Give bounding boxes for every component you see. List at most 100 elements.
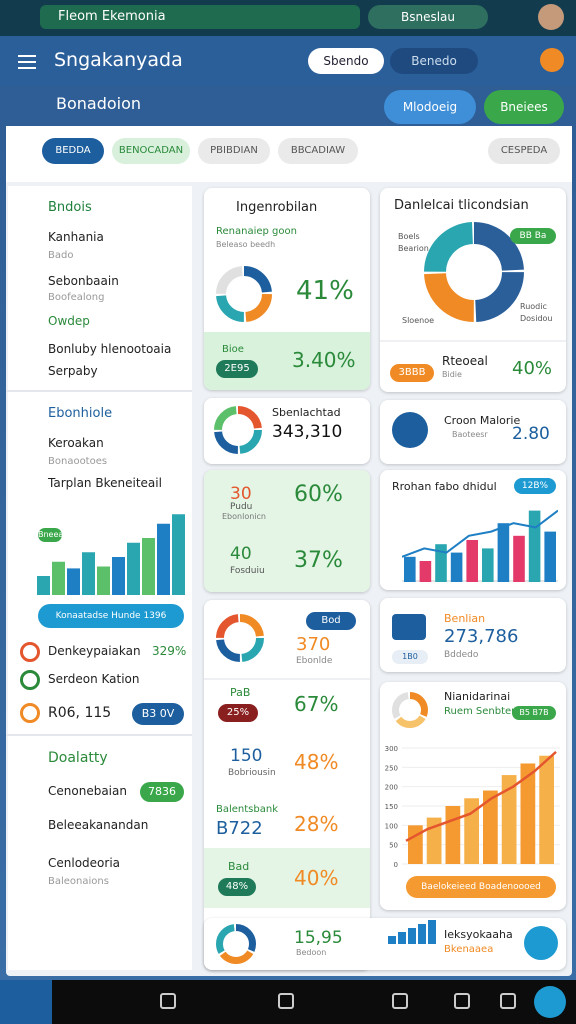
bar-chart xyxy=(37,514,185,595)
tab-bg[interactable] xyxy=(484,90,564,124)
tab[interactable]: Mlodoeig xyxy=(402,100,458,114)
filter-chip[interactable]: BBCADIAW xyxy=(290,145,346,156)
sidebar-item[interactable]: Owdep xyxy=(48,314,90,328)
search-field[interactable] xyxy=(40,5,360,29)
status-chip-bg[interactable] xyxy=(368,5,488,29)
stat-value: 329% xyxy=(152,644,187,658)
y-tick-label: 150 xyxy=(385,803,398,811)
filter-chip-bg[interactable] xyxy=(112,138,190,164)
sidebar-item[interactable]: Sebonbaain xyxy=(48,274,119,288)
sidebar-item[interactable]: Baleonaions xyxy=(48,876,109,887)
sidebar-heading[interactable]: Ebonhiole xyxy=(48,406,113,421)
card-label: Bedoon xyxy=(296,948,327,957)
bar xyxy=(520,763,536,864)
sidebar-item[interactable]: Bonluby hlenootoaia xyxy=(48,342,172,356)
icon-bar xyxy=(388,936,396,944)
donut xyxy=(216,614,264,662)
nav-icon[interactable] xyxy=(454,993,470,1009)
status-chip[interactable]: Bsneslau xyxy=(400,10,456,24)
sidebar-button[interactable]: Konaatadse Hunde 1396 xyxy=(55,611,167,621)
stat-chip: B3 0V xyxy=(141,707,175,720)
filter-chip[interactable]: CESPEDA xyxy=(500,145,548,156)
donut xyxy=(392,692,428,728)
sidebar-item[interactable]: Cenlodeoria xyxy=(48,856,121,870)
card-value: 40% xyxy=(294,866,339,890)
y-tick-label: 50 xyxy=(389,842,398,850)
nav-icon[interactable] xyxy=(160,993,176,1009)
sidebar-item[interactable]: Beleeakanandan xyxy=(48,818,149,832)
sidebar-item[interactable]: Serpaby xyxy=(48,364,98,378)
donut-segment xyxy=(392,692,428,728)
trend-line xyxy=(405,750,557,842)
sidebar-item[interactable]: Bado xyxy=(48,250,74,261)
nav-icon[interactable] xyxy=(278,993,294,1009)
sidebar-item[interactable]: Bonaootoes xyxy=(48,456,108,467)
sidebar-button-bg[interactable] xyxy=(38,604,184,628)
y-tick-label: 100 xyxy=(385,822,398,830)
search-button[interactable]: Sbendo xyxy=(323,54,369,68)
filter-chip[interactable]: PBIBDIAN xyxy=(210,145,258,156)
sidebar-item[interactable]: Tarplan Bkeneiteail xyxy=(48,476,162,490)
footer-card xyxy=(204,918,566,970)
trend-line xyxy=(402,509,558,558)
donut-segment xyxy=(216,924,256,964)
icon-bar xyxy=(408,928,416,944)
y-tick-label: 200 xyxy=(385,784,398,792)
search-text[interactable]: Fleom Ekemonia xyxy=(58,9,166,24)
section-title: Bonadoion xyxy=(56,94,142,113)
filter-chip[interactable]: BENOCADAN xyxy=(118,145,184,156)
nav-button[interactable] xyxy=(534,986,566,1018)
bar xyxy=(157,523,170,595)
tab[interactable]: Bneiees xyxy=(500,100,548,114)
search-button-bg[interactable] xyxy=(390,48,478,74)
card-value: 370 xyxy=(296,634,331,655)
filter-chip[interactable]: BEDDA xyxy=(55,145,91,156)
filter-chip-bg[interactable] xyxy=(488,138,560,164)
sidebar-item[interactable]: Cenonebaian xyxy=(48,784,127,798)
sidebar-heading[interactable]: Bndois xyxy=(48,200,92,215)
card-label: Sbenlachtad xyxy=(272,406,341,419)
filter-chip-bg[interactable] xyxy=(42,138,104,164)
bar xyxy=(501,775,517,864)
tab-bg[interactable] xyxy=(384,90,476,124)
filter-chip-bg[interactable] xyxy=(278,138,358,164)
notification-icon[interactable] xyxy=(540,48,564,72)
bar xyxy=(483,790,498,864)
sidebar-item[interactable]: Boofealong xyxy=(48,292,105,303)
menu-icon[interactable] xyxy=(18,67,36,69)
value-chip-bg xyxy=(218,704,258,722)
donut xyxy=(214,406,262,454)
sidebar-item[interactable]: Kanhania xyxy=(48,230,104,244)
card-label: Ebonlde xyxy=(296,656,333,666)
divider xyxy=(204,678,370,680)
menu-icon[interactable] xyxy=(18,55,36,57)
stat-label: Serdeon Kation xyxy=(48,672,140,686)
card-label: Bobriousin xyxy=(228,768,276,778)
nav-bar xyxy=(0,980,576,1024)
value-chip: 25% xyxy=(226,707,250,718)
fab[interactable] xyxy=(524,926,558,960)
nav-icon[interactable] xyxy=(500,993,516,1009)
filter-chip-bg[interactable] xyxy=(198,138,270,164)
value-chip-bg xyxy=(218,878,256,896)
nav-home[interactable] xyxy=(0,980,52,1024)
nav-icon[interactable] xyxy=(392,993,408,1009)
search-button[interactable]: Benedo xyxy=(411,54,457,68)
value-chip-bg xyxy=(390,364,434,382)
value-chip-bg xyxy=(140,782,184,802)
value-chip: BB Ba xyxy=(519,231,547,241)
sidebar-heading[interactable]: Doalatty xyxy=(48,750,108,766)
icon xyxy=(392,614,426,640)
chart-tag-bg xyxy=(38,528,62,542)
bar-chart: 0 50 100 150 200 250 300 xyxy=(385,745,560,869)
card-label: Baoteesr xyxy=(452,430,488,439)
menu-icon[interactable] xyxy=(18,61,36,63)
search-button-bg[interactable] xyxy=(308,48,384,74)
card-label: Ruem Senbten xyxy=(444,706,518,717)
value-chip: 1B0 xyxy=(402,652,418,661)
value-chip: 12B% xyxy=(521,481,549,491)
card-value: 343,310 xyxy=(272,422,343,442)
sidebar-item[interactable]: Keroakan xyxy=(48,436,104,450)
donut-segment xyxy=(392,692,428,728)
bar-chart xyxy=(402,509,558,582)
